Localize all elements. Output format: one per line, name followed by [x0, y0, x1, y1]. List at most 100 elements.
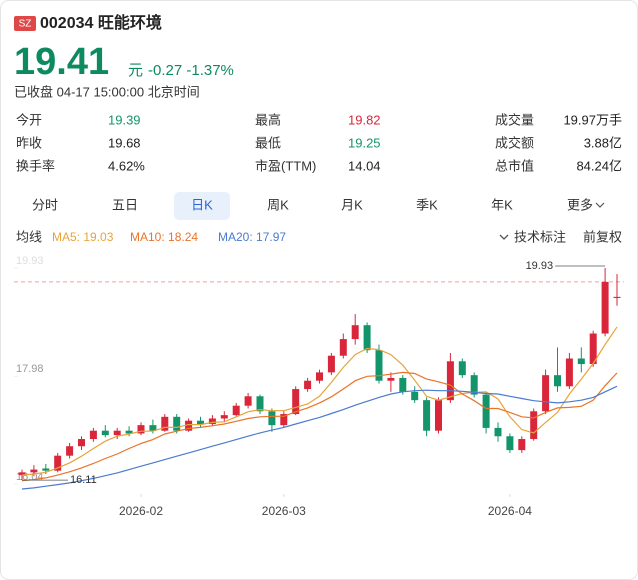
candle-body	[411, 391, 419, 401]
ma-legend: MA5: 19.03	[52, 230, 114, 244]
candle-body	[185, 420, 193, 431]
exchange-badge	[14, 16, 36, 31]
candle-body	[197, 420, 204, 425]
candle-body	[18, 472, 26, 476]
candle-body	[565, 358, 573, 387]
candle-body	[208, 418, 216, 425]
max-label: 19.93	[526, 260, 554, 272]
y-tick-label: 17.98	[16, 363, 44, 375]
x-tick-label: 2026-02	[119, 504, 163, 518]
tab[interactable]: 季K	[416, 197, 438, 212]
stat-label: 市盈(TTM)	[255, 158, 316, 173]
candle-body	[149, 425, 157, 431]
candle-body	[327, 355, 335, 373]
candle-body	[280, 414, 288, 426]
tool-icon	[499, 234, 509, 240]
stat-value: 19.39	[108, 112, 141, 127]
candle-body	[244, 396, 252, 406]
candle-body	[589, 333, 597, 365]
candle-body	[339, 339, 347, 356]
stat-label: 今开	[16, 112, 42, 127]
candle-body	[577, 358, 585, 365]
candle-body	[387, 377, 395, 381]
stat-value: 3.88亿	[584, 135, 622, 150]
candle-body	[173, 416, 181, 431]
candle-body	[554, 375, 561, 387]
price: 19.41	[14, 41, 109, 83]
candle-body	[89, 430, 97, 440]
stat-label: 总市值	[495, 158, 534, 173]
candle-body	[101, 430, 109, 436]
candle-body	[363, 325, 371, 351]
exchange: SZ	[19, 19, 32, 30]
candle-body	[161, 416, 169, 431]
tab[interactable]: 分时	[32, 197, 58, 212]
candle-body	[304, 380, 312, 390]
candle-body	[446, 361, 454, 401]
candle-body	[399, 377, 407, 392]
tool[interactable]: 技术标注	[514, 229, 566, 244]
candle-body	[125, 430, 133, 434]
indicator-label: 均线	[16, 229, 42, 244]
candle-body	[470, 375, 478, 395]
ma-legend: MA20: 17.97	[218, 230, 286, 244]
candle-body	[423, 400, 431, 431]
candle-body	[316, 372, 323, 381]
tab[interactable]: 五日	[112, 197, 138, 212]
stat-label: 最高	[255, 112, 281, 127]
candle-body	[256, 396, 264, 412]
stat-label: 最低	[255, 135, 281, 150]
price-unit: 元	[128, 62, 143, 79]
stat-label: 成交量	[495, 112, 534, 127]
candle-body	[482, 394, 490, 428]
tab[interactable]: 更多	[567, 197, 593, 212]
candle-body	[66, 446, 74, 456]
ma-line	[21, 385, 618, 490]
stat-value: 19.97万手	[563, 112, 622, 127]
stock-name: 002034 旺能环境	[40, 13, 162, 32]
x-tick-label: 2026-04	[488, 504, 532, 518]
stat-label: 成交额	[495, 135, 534, 150]
min-label: 16.11	[70, 474, 97, 486]
tab-chevron	[595, 202, 605, 208]
tab[interactable]: 月K	[341, 197, 363, 212]
stat-value: 19.82	[348, 112, 381, 127]
x-tick-label: 2026-03	[262, 504, 306, 518]
candle-body	[78, 439, 85, 447]
price-change: -0.27 -1.37%	[148, 62, 234, 79]
candle-body	[42, 468, 50, 471]
candle-body	[268, 411, 276, 426]
tab[interactable]: 年K	[491, 197, 513, 212]
y-tick-label: 19.93	[16, 255, 44, 267]
candle-body	[494, 427, 502, 437]
candle-body	[113, 430, 121, 436]
candle-body	[351, 325, 359, 340]
tab[interactable]: 日K	[191, 197, 213, 212]
stat-value: 19.25	[348, 135, 381, 150]
candle-body	[458, 361, 466, 376]
tab-selected-bg	[174, 192, 230, 220]
candle-body	[220, 415, 228, 419]
tool[interactable]: 前复权	[583, 229, 622, 244]
candle-body	[435, 400, 442, 431]
ma-legend: MA10: 18.24	[130, 230, 198, 244]
stat-value: 14.04	[348, 158, 381, 173]
stat-value: 84.24亿	[576, 158, 622, 173]
candle-body	[232, 405, 240, 416]
candle-body	[137, 425, 145, 434]
stat-value: 19.68	[108, 135, 141, 150]
candle-body	[601, 281, 609, 334]
stat-label: 换手率	[16, 158, 55, 173]
candle-body	[30, 469, 38, 473]
stat-value: 4.62%	[108, 158, 145, 173]
candle-body	[292, 389, 300, 415]
candle-body	[530, 411, 538, 440]
ma-line	[21, 371, 618, 482]
candle-body	[542, 375, 550, 412]
tab[interactable]: 周K	[267, 197, 289, 212]
candle-body	[613, 296, 621, 298]
market-status: 已收盘 04-17 15:00:00 北京时间	[14, 84, 200, 99]
candle-body	[506, 436, 514, 451]
